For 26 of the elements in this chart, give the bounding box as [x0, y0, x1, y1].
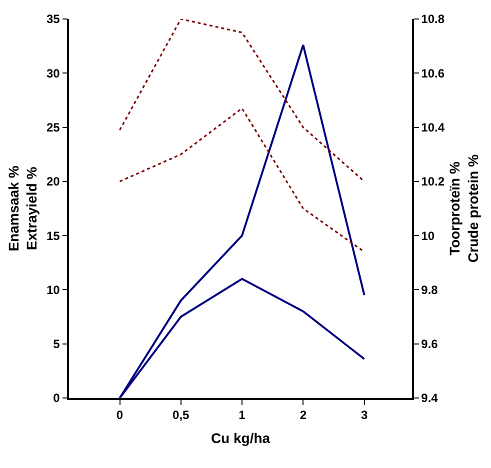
y-tick-label: 25: [46, 120, 60, 134]
y2-tick-label: 10.2: [421, 174, 445, 189]
x-tick-label: 2: [300, 408, 307, 422]
y-axis-title: Enamsaak % Extrayield %: [5, 165, 40, 252]
y-tick-label: 0: [53, 391, 60, 406]
y-tick-label: 15: [46, 228, 60, 243]
y-tick-label: 35: [46, 12, 60, 26]
y2-tick-label: 9.6: [421, 337, 438, 352]
x-tick-label: 1: [238, 408, 246, 422]
x-tick-label: 0: [116, 408, 124, 422]
x-tick-label: 3: [360, 408, 368, 422]
line-series: [118, 19, 366, 182]
y2-tick-label: 10.4: [421, 120, 445, 134]
line-series: [118, 108, 366, 253]
y2-tick-label: 10: [421, 228, 435, 243]
y-tick-label: 20: [46, 174, 60, 189]
y2-axis-title: Toorproteïn % Crude protein %: [446, 154, 481, 263]
x-tick-label: 0,5: [172, 408, 190, 422]
y-tick-label: 30: [46, 66, 60, 80]
y2-tick-label: 9.8: [421, 282, 438, 297]
y2-tick-label: 10.6: [421, 66, 445, 80]
y2-tick-label: 10.8: [421, 12, 445, 26]
y-tick-label: 10: [46, 282, 60, 297]
y2-tick-label: 9.4: [421, 391, 438, 406]
x-axis-title: Cu kg/ha: [210, 430, 270, 446]
y-tick-label: 5: [53, 337, 60, 352]
